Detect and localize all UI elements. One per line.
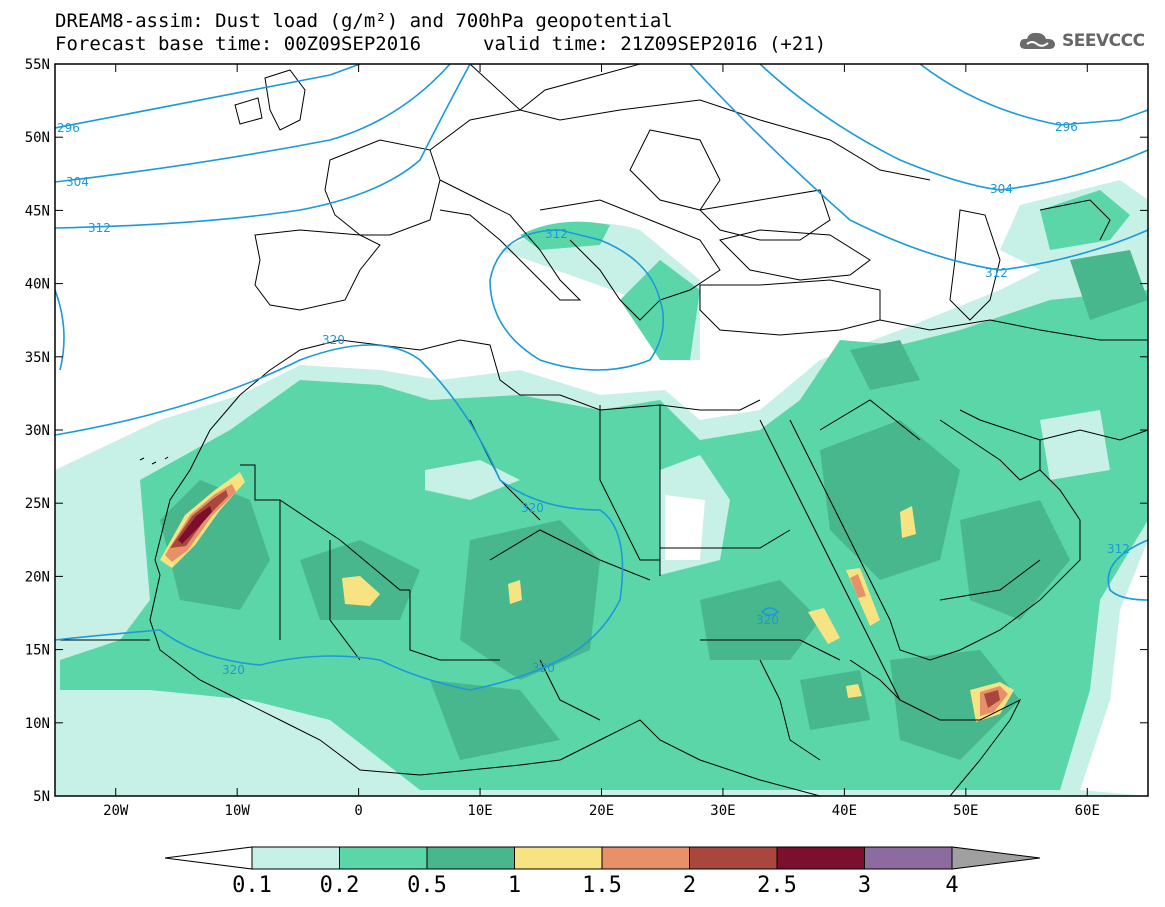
colorbar: 0.1 0.2 0.5 1 1.5 2 2.5 3 4 — [164, 846, 1041, 898]
lon-tick-label: 0 — [354, 803, 362, 819]
contour-label: 312 — [88, 221, 111, 235]
dust-level2-area — [60, 190, 1148, 790]
latitude-axis: 55N 50N 45N 40N 35N 30N 25N 20N 15N 10N 5N — [25, 57, 1148, 805]
lon-tick-label: 50E — [953, 803, 978, 819]
contour-label: 312 — [545, 227, 568, 241]
longitude-axis: 20W 10W 0 10E 20E 30E 40E 50E 60E — [103, 64, 1100, 819]
contour-label: 320 — [532, 661, 555, 675]
lat-tick-label: 50N — [25, 130, 50, 146]
lon-tick-label: 30E — [710, 803, 735, 819]
lat-tick-label: 5N — [33, 789, 50, 805]
base-time: Forecast base time: 00Z09SEP2016 — [55, 33, 422, 55]
cloud-logo-icon — [1019, 32, 1055, 49]
geopotential-contours — [55, 64, 1148, 691]
lon-tick-label: 40E — [832, 803, 857, 819]
lat-tick-label: 15N — [25, 643, 50, 659]
lat-tick-label: 35N — [25, 350, 50, 366]
colorbar-label: 1 — [508, 873, 521, 898]
colorbar-label: 1.5 — [582, 873, 622, 898]
valid-time: valid time: 21Z09SEP2016 (+21) — [483, 33, 827, 55]
contour-labels: 296 304 312 320 312 320 320 320 296 304 … — [57, 120, 1130, 677]
chart-title: DREAM8-assim: Dust load (g/m²) and 700hP… — [55, 10, 673, 32]
colorbar-min-arrow — [164, 846, 253, 870]
contour-label: 304 — [66, 175, 89, 189]
colorbar-swatch — [601, 846, 690, 870]
lat-tick-label: 25N — [25, 496, 50, 512]
colorbar-swatch — [776, 846, 865, 870]
colorbar-label: 2 — [683, 873, 696, 898]
contour-label: 320 — [222, 663, 245, 677]
dust-level7-areas — [178, 506, 212, 544]
contour-label: 320 — [322, 333, 345, 347]
colorbar-swatch — [514, 846, 603, 870]
lat-tick-label: 20N — [25, 569, 50, 585]
contour-label: 320 — [756, 613, 779, 627]
lat-tick-label: 10N — [25, 716, 50, 732]
contour-label: 296 — [57, 121, 80, 135]
chart-subtitle: Forecast base time: 00Z09SEP2016 valid ti… — [55, 33, 826, 55]
lon-tick-label: 20E — [589, 803, 614, 819]
contour-label: 312 — [985, 266, 1008, 280]
lat-tick-label: 45N — [25, 203, 50, 219]
dust-level3-areas — [160, 250, 1148, 760]
lon-tick-label: 60E — [1075, 803, 1100, 819]
colorbar-max-arrow — [951, 846, 1041, 870]
lon-tick-label: 20W — [103, 803, 129, 819]
colorbar-label: 0.5 — [407, 873, 447, 898]
lat-tick-label: 55N — [25, 57, 50, 73]
colorbar-swatch — [426, 846, 515, 870]
contour-label: 304 — [990, 182, 1013, 196]
colorbar-label: 3 — [858, 873, 871, 898]
colorbar-swatch — [251, 846, 340, 870]
lat-tick-label: 30N — [25, 423, 50, 439]
contour-label: 296 — [1055, 120, 1078, 134]
contour-label: 312 — [1107, 542, 1130, 556]
lon-tick-label: 10W — [225, 803, 251, 819]
colorbar-swatch — [864, 846, 953, 870]
colorbar-label: 2.5 — [757, 873, 797, 898]
colorbar-swatch — [689, 846, 778, 870]
lat-tick-label: 40N — [25, 277, 50, 293]
colorbar-swatch — [339, 846, 428, 870]
contour-label: 320 — [521, 501, 544, 515]
coastlines-borders — [60, 64, 1148, 796]
lon-tick-label: 10E — [467, 803, 492, 819]
dust-clear-gaps — [425, 410, 1110, 575]
colorbar-label: 4 — [945, 873, 958, 898]
logo-text: SEEVCCC — [1062, 31, 1145, 51]
seevccc-logo: SEEVCCC — [1018, 28, 1145, 54]
colorbar-label: 0.2 — [320, 873, 360, 898]
colorbar-label: 0.1 — [232, 873, 272, 898]
